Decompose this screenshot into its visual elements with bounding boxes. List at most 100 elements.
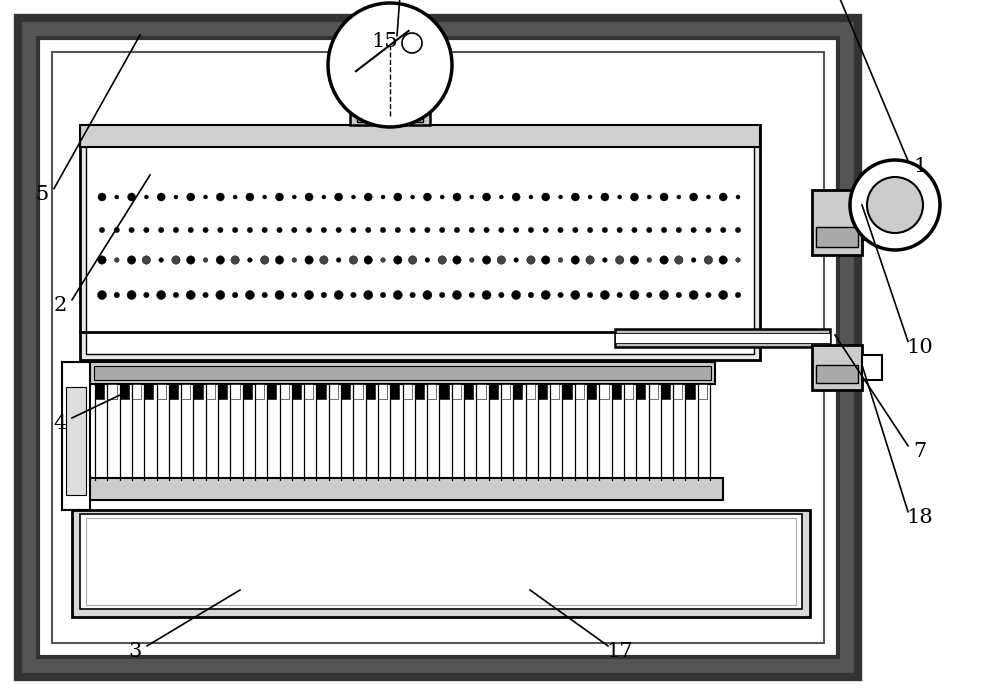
Text: 15: 15 bbox=[372, 32, 398, 51]
Circle shape bbox=[292, 258, 297, 262]
Circle shape bbox=[706, 293, 711, 297]
Circle shape bbox=[275, 256, 284, 264]
Text: 7: 7 bbox=[913, 442, 927, 461]
Circle shape bbox=[142, 256, 151, 264]
Circle shape bbox=[173, 293, 179, 297]
Circle shape bbox=[543, 227, 548, 233]
Circle shape bbox=[690, 193, 698, 201]
Circle shape bbox=[187, 256, 195, 264]
Circle shape bbox=[675, 256, 683, 264]
Bar bbox=[366, 384, 375, 399]
Bar bbox=[169, 384, 178, 399]
Circle shape bbox=[735, 293, 741, 297]
Circle shape bbox=[218, 227, 223, 233]
Circle shape bbox=[366, 227, 371, 233]
Circle shape bbox=[617, 227, 622, 233]
Circle shape bbox=[247, 227, 253, 233]
Bar bbox=[562, 384, 572, 399]
Bar bbox=[329, 384, 338, 399]
Bar bbox=[698, 384, 707, 399]
Bar bbox=[427, 384, 436, 399]
Circle shape bbox=[601, 193, 609, 201]
Bar bbox=[292, 384, 301, 399]
Circle shape bbox=[453, 193, 461, 201]
Circle shape bbox=[277, 227, 282, 233]
Text: 10: 10 bbox=[907, 338, 933, 357]
Bar bbox=[476, 384, 486, 399]
Circle shape bbox=[306, 227, 312, 233]
Circle shape bbox=[735, 227, 741, 233]
Bar bbox=[812, 345, 862, 390]
Circle shape bbox=[381, 195, 385, 199]
Circle shape bbox=[232, 293, 238, 297]
Bar bbox=[94, 366, 711, 380]
Circle shape bbox=[660, 193, 668, 201]
Circle shape bbox=[144, 293, 149, 297]
Circle shape bbox=[469, 258, 474, 262]
Circle shape bbox=[395, 227, 400, 233]
Bar bbox=[18, 18, 858, 677]
Bar bbox=[157, 384, 166, 399]
Circle shape bbox=[425, 258, 430, 262]
Bar bbox=[464, 384, 473, 399]
Circle shape bbox=[425, 227, 430, 233]
Circle shape bbox=[114, 293, 119, 297]
Circle shape bbox=[558, 227, 563, 233]
Circle shape bbox=[706, 227, 711, 233]
Circle shape bbox=[320, 256, 328, 264]
Text: 1: 1 bbox=[913, 157, 927, 177]
Bar bbox=[218, 384, 227, 399]
Bar bbox=[575, 384, 584, 399]
Circle shape bbox=[558, 293, 563, 297]
Bar bbox=[550, 384, 559, 399]
Bar bbox=[501, 384, 510, 399]
Circle shape bbox=[305, 256, 313, 264]
Circle shape bbox=[393, 291, 402, 300]
Circle shape bbox=[262, 293, 267, 297]
Circle shape bbox=[305, 291, 314, 300]
Bar bbox=[439, 384, 449, 399]
Circle shape bbox=[275, 193, 283, 201]
Circle shape bbox=[321, 293, 327, 297]
Circle shape bbox=[586, 256, 594, 264]
Circle shape bbox=[129, 227, 134, 233]
Bar bbox=[661, 384, 670, 399]
Bar bbox=[206, 384, 215, 399]
Circle shape bbox=[187, 193, 195, 201]
Circle shape bbox=[528, 227, 534, 233]
Circle shape bbox=[558, 258, 563, 262]
Circle shape bbox=[98, 291, 107, 300]
Bar bbox=[599, 384, 609, 399]
Bar bbox=[341, 384, 350, 399]
Circle shape bbox=[394, 256, 402, 264]
Circle shape bbox=[410, 293, 415, 297]
Circle shape bbox=[691, 227, 696, 233]
Bar bbox=[816, 365, 858, 383]
Bar bbox=[353, 384, 363, 399]
Bar bbox=[415, 384, 424, 399]
Bar bbox=[612, 384, 621, 399]
Circle shape bbox=[482, 256, 491, 264]
Circle shape bbox=[188, 227, 193, 233]
Circle shape bbox=[216, 256, 225, 264]
Circle shape bbox=[632, 227, 637, 233]
Circle shape bbox=[573, 227, 578, 233]
Circle shape bbox=[618, 195, 622, 199]
Text: 18: 18 bbox=[907, 508, 933, 528]
Circle shape bbox=[542, 193, 550, 201]
Circle shape bbox=[647, 258, 652, 262]
Bar bbox=[52, 52, 824, 643]
Bar bbox=[107, 384, 117, 399]
Bar bbox=[812, 190, 862, 255]
Circle shape bbox=[114, 258, 119, 262]
Circle shape bbox=[364, 256, 372, 264]
Bar bbox=[390, 384, 399, 399]
Bar bbox=[526, 384, 535, 399]
Circle shape bbox=[867, 177, 923, 233]
Circle shape bbox=[483, 193, 491, 201]
Circle shape bbox=[115, 195, 119, 199]
Circle shape bbox=[647, 293, 652, 297]
Circle shape bbox=[216, 291, 225, 300]
Bar bbox=[403, 384, 412, 399]
Bar bbox=[615, 329, 830, 347]
